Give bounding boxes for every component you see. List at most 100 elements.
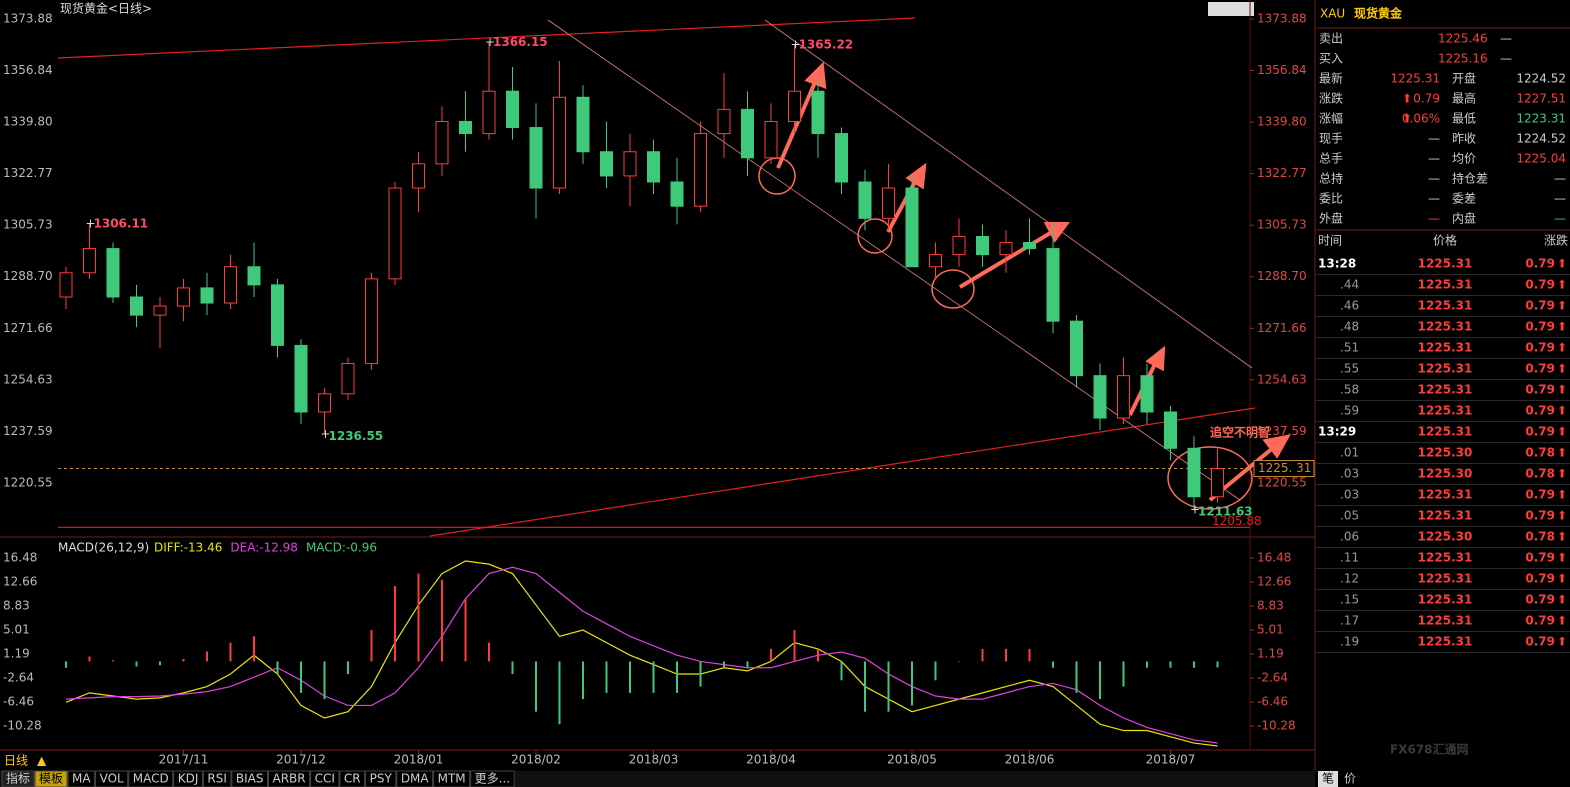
y-tick-label: 1373.88 xyxy=(3,11,53,25)
candle-body xyxy=(365,278,378,365)
candle-body xyxy=(882,187,895,219)
tab-label[interactable]: ARBR xyxy=(272,772,305,786)
period-label[interactable]: 日线 xyxy=(4,754,28,768)
tab-label[interactable]: MTM xyxy=(438,772,466,786)
tab-bg[interactable] xyxy=(365,770,397,787)
quote-value: 0.79 xyxy=(1413,92,1440,106)
toolbar-tab[interactable]: CR xyxy=(339,770,366,787)
candle-body xyxy=(764,120,778,159)
macd-bar xyxy=(370,630,373,662)
tick-price: 1225.31 xyxy=(1418,614,1473,628)
window-buttons[interactable] xyxy=(1208,2,1254,16)
tab-bg[interactable] xyxy=(67,770,96,787)
toolbar-tab[interactable]: BIAS xyxy=(231,770,268,787)
tab-label[interactable]: 模板 xyxy=(39,772,63,786)
macd-bar xyxy=(464,598,467,662)
toolbar-tab[interactable]: 指标 xyxy=(1,770,35,787)
tab-bg[interactable] xyxy=(173,770,203,787)
toolbar-tab[interactable]: 更多... xyxy=(470,770,515,787)
macd-bar xyxy=(394,586,396,662)
tab-bg[interactable] xyxy=(396,770,434,787)
period-caret[interactable]: ▲ xyxy=(37,754,47,768)
tab-label[interactable]: RSI xyxy=(207,772,227,786)
tab-label[interactable]: VOL xyxy=(100,772,124,786)
candle-body xyxy=(670,181,684,207)
tab-label[interactable]: DMA xyxy=(401,772,430,786)
tab-bg[interactable] xyxy=(34,770,68,787)
toolbar-tab[interactable]: DMA xyxy=(396,770,434,787)
tab-label[interactable]: MA xyxy=(72,772,91,786)
arrowhead xyxy=(1262,434,1291,459)
panel-tab-label[interactable]: 笔 xyxy=(1322,771,1334,786)
tick-price: 1225.31 xyxy=(1418,551,1473,565)
tick-price: 1225.31 xyxy=(1418,425,1473,439)
candle-body xyxy=(929,254,942,268)
tab-bg[interactable] xyxy=(128,770,174,787)
y-tick-label: 1220.55 xyxy=(1257,475,1307,489)
tab-label[interactable]: CCI xyxy=(315,772,335,786)
panel-tab[interactable] xyxy=(1340,771,1360,787)
tab-bg[interactable] xyxy=(95,770,129,787)
tab-bg[interactable] xyxy=(267,770,311,787)
quote-header-bg xyxy=(1316,0,1570,28)
tab-label[interactable]: CR xyxy=(344,772,361,786)
macd-bar xyxy=(511,661,514,675)
candle-body xyxy=(717,108,731,135)
quote-label: 外盘 xyxy=(1319,211,1343,226)
toolbar-tab[interactable]: MACD xyxy=(128,770,174,787)
up-arrow: ⬆ xyxy=(1557,635,1567,649)
quote-value: — xyxy=(1554,172,1566,186)
macd-bar xyxy=(441,579,443,662)
panel-tab-label[interactable]: 价 xyxy=(1344,772,1356,786)
macd-bar xyxy=(206,651,208,662)
quote-label: 内盘 xyxy=(1452,211,1476,226)
y-tick-label: 16.48 xyxy=(1257,550,1291,564)
tab-bg[interactable] xyxy=(470,770,515,787)
extreme-label: 1236.55 xyxy=(329,429,384,443)
tick-price: 1225.31 xyxy=(1418,362,1473,376)
candle-body xyxy=(247,266,261,286)
price-box xyxy=(1253,460,1315,478)
toolbar-tab[interactable]: CCI xyxy=(310,770,340,787)
toolbar-tab[interactable]: RSI xyxy=(202,770,232,787)
tick-change: 0.79 xyxy=(1525,320,1555,334)
toolbar-tab[interactable]: MTM xyxy=(433,770,471,787)
macd-bar xyxy=(253,636,255,662)
trend-line xyxy=(429,407,1256,537)
up-arrow: ⬆ xyxy=(1557,278,1567,292)
tab-label[interactable]: BIAS xyxy=(236,772,264,786)
tab-bg[interactable] xyxy=(310,770,340,787)
toolbar-tab[interactable]: 模板 xyxy=(34,770,68,787)
toolbar-tab[interactable]: KDJ xyxy=(173,770,203,787)
tab-bg[interactable] xyxy=(202,770,232,787)
up-arrow: ⬆ xyxy=(1557,383,1567,397)
quote-value: 1225.46 xyxy=(1438,32,1488,46)
panel-tab[interactable] xyxy=(1318,771,1338,787)
quote-value: — xyxy=(1428,212,1440,226)
macd-bar xyxy=(699,661,702,687)
up-arrow: ⬆ xyxy=(1557,299,1567,313)
ticks-header: 涨跌 xyxy=(1544,233,1568,248)
tab-bg[interactable] xyxy=(1,770,35,787)
candle-body xyxy=(341,363,355,395)
toolbar-tab[interactable]: VOL xyxy=(95,770,129,787)
toolbar-tab[interactable]: PSY xyxy=(365,770,397,787)
tab-label[interactable]: 更多... xyxy=(475,772,510,786)
candle-body xyxy=(1023,242,1036,250)
toolbar-tab[interactable]: MA xyxy=(67,770,96,787)
tab-bg[interactable] xyxy=(231,770,268,787)
tab-bg[interactable] xyxy=(433,770,471,787)
tab-label[interactable]: 指标 xyxy=(6,771,30,786)
candle-body xyxy=(1164,411,1177,449)
tab-label[interactable]: MACD xyxy=(133,772,169,786)
candle-body xyxy=(976,235,989,256)
tick-time: .05 xyxy=(1340,509,1359,523)
tick-change: 0.79 xyxy=(1525,362,1555,376)
quote-label: 最高 xyxy=(1452,91,1476,106)
tab-label[interactable]: PSY xyxy=(370,772,393,786)
tab-bg[interactable] xyxy=(339,770,366,787)
toolbar-tab[interactable]: ARBR xyxy=(267,770,311,787)
tab-label[interactable]: KDJ xyxy=(178,772,199,786)
